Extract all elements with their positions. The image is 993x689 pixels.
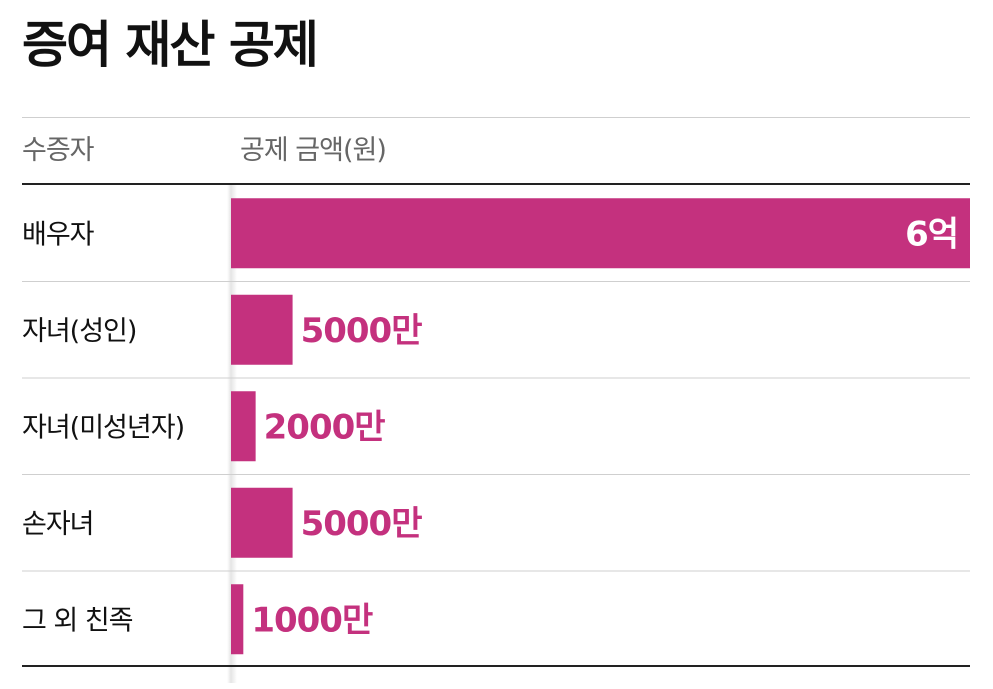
bar (231, 584, 244, 655)
value-header: 공제 금액(원) (240, 135, 387, 166)
value-label: 2000만 (264, 407, 386, 447)
bar (231, 391, 256, 462)
category-label: 그 외 친족 (22, 605, 133, 636)
chart-title: 증여 재산 공제 (22, 16, 319, 74)
header-rule (22, 183, 970, 185)
category-label: 자녀(미성년자) (22, 412, 184, 443)
value-label: 5000만 (301, 504, 423, 544)
top-rule (22, 117, 970, 118)
category-label: 배우자 (22, 219, 95, 250)
bar (231, 294, 293, 365)
value-label: 6억 (905, 214, 958, 254)
bottom-rule (22, 665, 970, 667)
bar (231, 487, 293, 558)
category-header: 수증자 (22, 135, 95, 166)
bar (231, 198, 970, 269)
category-label: 자녀(성인) (22, 316, 136, 347)
category-label: 손자녀 (22, 509, 94, 540)
value-label: 5000만 (301, 311, 423, 351)
value-label: 1000만 (251, 600, 373, 640)
